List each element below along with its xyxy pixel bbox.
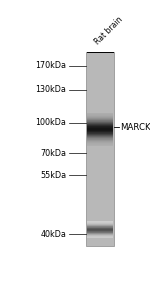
Text: 130kDa: 130kDa <box>36 85 66 94</box>
Bar <box>87 119 113 120</box>
Text: 40kDa: 40kDa <box>40 230 66 239</box>
Text: MARCKS: MARCKS <box>120 122 150 131</box>
Bar <box>86 52 114 246</box>
Bar <box>87 137 113 138</box>
Text: Rat brain: Rat brain <box>93 15 125 46</box>
Bar <box>87 120 113 121</box>
Bar <box>87 117 113 118</box>
Bar <box>87 143 113 144</box>
Bar <box>87 233 113 234</box>
Bar <box>87 114 113 115</box>
Bar <box>87 133 113 134</box>
Bar <box>87 228 113 229</box>
Bar <box>87 142 113 143</box>
Bar <box>87 226 113 227</box>
Bar <box>87 230 113 231</box>
Text: 100kDa: 100kDa <box>36 118 66 127</box>
Bar <box>87 134 113 135</box>
Bar <box>87 222 113 223</box>
Bar <box>87 125 113 126</box>
Bar <box>87 123 113 124</box>
Bar <box>87 145 113 146</box>
Bar <box>87 128 113 129</box>
Bar <box>87 138 113 139</box>
Bar <box>87 135 113 136</box>
Bar <box>87 136 113 137</box>
Bar <box>87 139 113 140</box>
Bar <box>87 116 113 117</box>
Bar <box>87 131 113 132</box>
Bar <box>87 234 113 235</box>
Bar <box>87 141 113 142</box>
Bar <box>87 227 113 228</box>
Bar <box>87 236 113 237</box>
Bar <box>87 223 113 224</box>
Bar <box>87 124 113 125</box>
Text: 55kDa: 55kDa <box>40 171 66 179</box>
Bar <box>87 132 113 133</box>
Bar <box>87 139 113 140</box>
Bar <box>87 127 113 128</box>
Bar <box>87 144 113 145</box>
Bar <box>87 122 113 123</box>
Bar <box>87 140 113 141</box>
Bar <box>87 225 113 226</box>
Bar <box>87 130 113 131</box>
Bar <box>87 231 113 232</box>
Bar <box>87 235 113 236</box>
Bar <box>87 115 113 116</box>
Bar <box>87 237 113 238</box>
Bar <box>87 126 113 127</box>
Bar <box>87 229 113 230</box>
Bar <box>87 129 113 130</box>
Bar <box>87 224 113 225</box>
Text: 170kDa: 170kDa <box>35 61 66 70</box>
Bar <box>87 118 113 119</box>
Text: 70kDa: 70kDa <box>40 149 66 158</box>
Bar <box>87 113 113 114</box>
Bar <box>87 232 113 233</box>
Bar <box>87 121 113 122</box>
Bar <box>87 236 113 237</box>
